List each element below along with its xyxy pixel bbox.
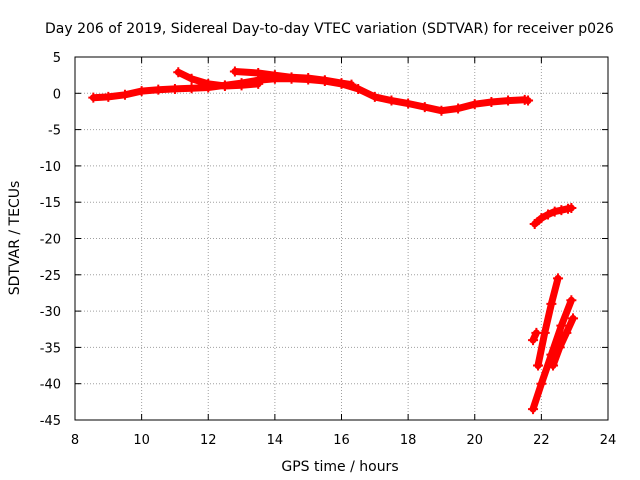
series-3 xyxy=(229,66,357,90)
data-point xyxy=(173,67,184,78)
data-point xyxy=(556,205,567,216)
data-point xyxy=(543,209,554,220)
data-point xyxy=(533,360,544,371)
x-tick-label: 24 xyxy=(600,433,617,448)
data-point xyxy=(419,102,430,113)
data-point xyxy=(386,95,397,106)
data-point xyxy=(186,73,197,84)
data-series xyxy=(88,66,579,415)
y-tick-label: -30 xyxy=(40,305,61,320)
data-point xyxy=(469,99,480,110)
plot-frame xyxy=(74,56,609,421)
data-point xyxy=(528,404,539,415)
data-point xyxy=(528,335,539,346)
y-tick-label: 0 xyxy=(53,87,61,102)
y-tick-label: -35 xyxy=(40,341,61,356)
y-tick-labels: 5 0 -5 -10 -15 -20 -25 -30 -35 -40 -45 xyxy=(40,51,61,429)
data-point xyxy=(153,84,164,95)
data-point xyxy=(353,83,364,94)
x-tick-label: 22 xyxy=(533,433,550,448)
data-point xyxy=(556,320,567,331)
series-7 xyxy=(528,295,577,415)
data-point xyxy=(548,360,559,371)
data-point xyxy=(536,213,547,224)
data-point xyxy=(566,203,577,214)
y-tick-label: -15 xyxy=(40,196,61,211)
y-axis-label: SDTVAR / TECUs xyxy=(7,181,23,296)
y-tick-label: -25 xyxy=(40,269,61,284)
series-2 xyxy=(173,67,264,92)
data-point xyxy=(346,79,357,90)
data-point xyxy=(523,95,534,106)
y-tick-label: -5 xyxy=(48,124,61,139)
data-point xyxy=(253,78,264,89)
x-tick-label: 8 xyxy=(71,433,79,448)
data-point xyxy=(219,81,230,92)
data-point xyxy=(536,378,547,389)
x-tick-label: 16 xyxy=(333,433,350,448)
data-point xyxy=(303,73,314,84)
data-point xyxy=(336,78,347,89)
x-tick-label: 10 xyxy=(133,433,150,448)
data-point xyxy=(229,66,240,77)
data-point xyxy=(286,72,297,83)
series-6 xyxy=(533,273,564,371)
x-tick-label: 18 xyxy=(400,433,417,448)
chart-title: Day 206 of 2019, Sidereal Day-to-day VTE… xyxy=(45,21,614,37)
data-point xyxy=(186,83,197,94)
x-tick-label: 12 xyxy=(200,433,217,448)
data-point xyxy=(561,327,572,338)
x-tick-label: 14 xyxy=(267,433,284,448)
series-5 xyxy=(528,327,542,346)
y-tick-label: -45 xyxy=(40,414,61,429)
data-point xyxy=(236,80,247,91)
data-point xyxy=(169,83,180,94)
data-point xyxy=(253,67,264,78)
series-trace xyxy=(89,75,532,115)
data-point xyxy=(486,97,497,108)
series-trace xyxy=(549,314,577,370)
data-point xyxy=(566,295,577,306)
data-point xyxy=(136,86,147,97)
x-tick-labels: 8 10 12 14 16 18 20 22 24 xyxy=(71,433,616,448)
data-point xyxy=(119,89,130,100)
data-point xyxy=(453,103,464,114)
x-tick-label: 20 xyxy=(466,433,483,448)
data-point xyxy=(319,75,330,86)
data-point xyxy=(546,298,557,309)
data-point xyxy=(529,218,540,229)
series-8 xyxy=(548,313,579,371)
data-point xyxy=(269,70,280,81)
data-point xyxy=(549,206,560,217)
grid-lines xyxy=(75,57,608,420)
x-axis-label: GPS time / hours xyxy=(281,459,398,475)
y-tick-label: -40 xyxy=(40,378,61,393)
data-point xyxy=(203,78,214,89)
data-point xyxy=(436,105,447,116)
data-point xyxy=(539,327,550,338)
data-point xyxy=(403,98,414,109)
data-point xyxy=(554,342,565,353)
data-point xyxy=(369,91,380,102)
data-point xyxy=(553,273,564,284)
data-point xyxy=(103,91,114,102)
data-point xyxy=(568,313,579,324)
series-trace xyxy=(534,274,562,370)
y-tick-label: -10 xyxy=(40,160,61,175)
y-tick-label: -20 xyxy=(40,233,61,248)
data-point xyxy=(503,95,514,106)
y-tick-label: 5 xyxy=(53,51,61,66)
data-point xyxy=(88,92,99,103)
series-4 xyxy=(529,203,577,229)
